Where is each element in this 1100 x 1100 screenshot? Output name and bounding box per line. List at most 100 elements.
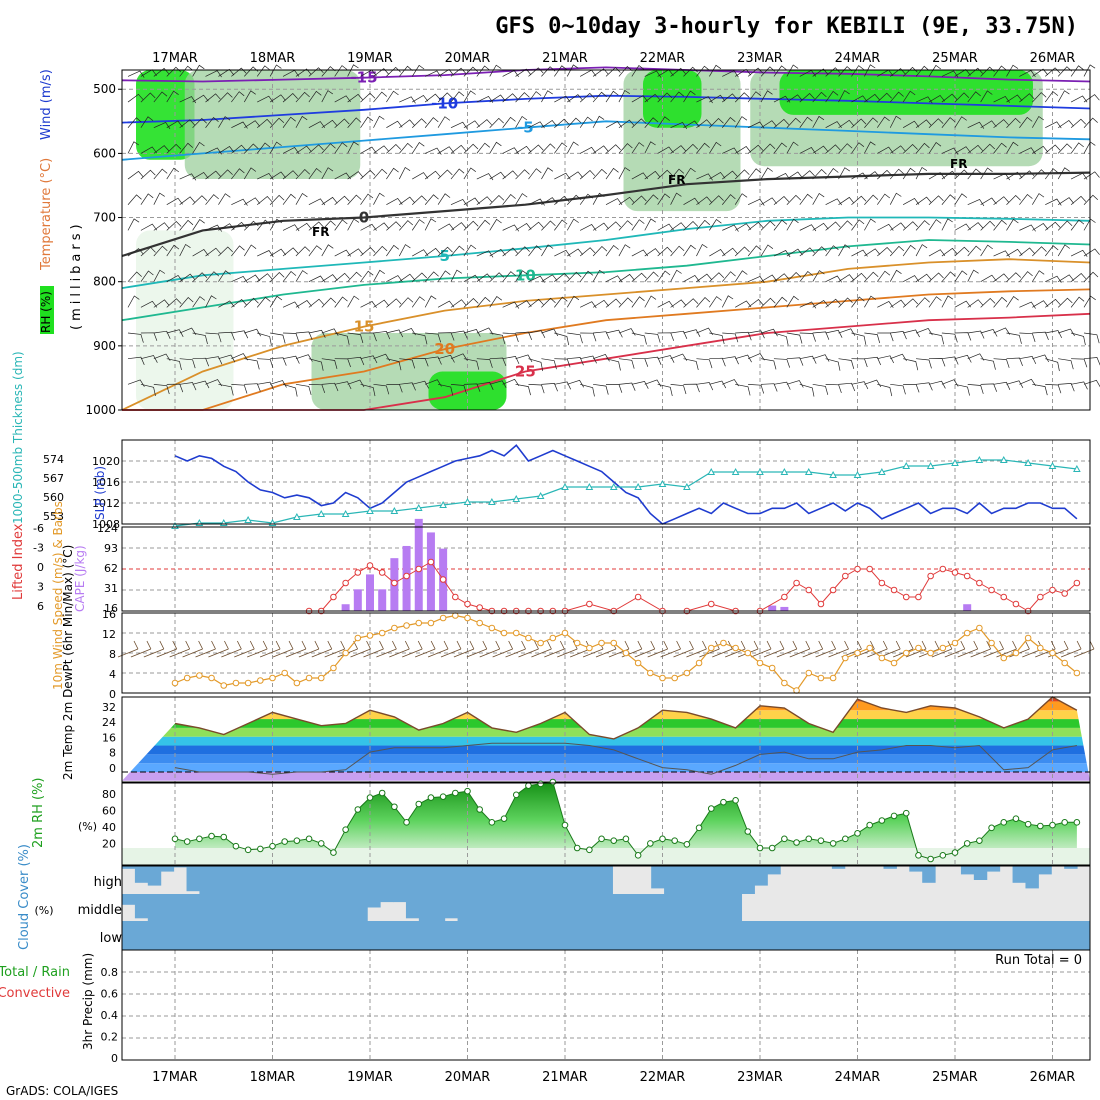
- wind-barb: [838, 274, 855, 282]
- wind-barb: [412, 94, 429, 103]
- cloud-cell: [509, 894, 523, 921]
- cloud-cell: [960, 921, 975, 950]
- cloud-cell: [573, 921, 588, 950]
- wind-barb: [786, 194, 802, 205]
- surface-wind-barb: [247, 640, 268, 658]
- temp-band: [122, 719, 1090, 728]
- wind-barb: [786, 332, 803, 344]
- wind-barb: [192, 218, 205, 231]
- wind-speed-line-point: [854, 649, 861, 657]
- wind-barb: [192, 380, 210, 389]
- lifted-index-line-point: [634, 593, 642, 601]
- rh2m-line-point: [805, 835, 813, 843]
- wind-tick: 12: [102, 628, 116, 641]
- wind-barb: [554, 358, 571, 368]
- wind-barb: [424, 247, 441, 257]
- surface-wind-barb: [350, 640, 371, 658]
- cape-bar: [378, 589, 387, 611]
- cloud-cell: [702, 894, 717, 921]
- wind-barb: [515, 68, 532, 77]
- cloud-cell: [547, 894, 562, 921]
- wind-speed-line-point: [610, 639, 618, 647]
- wind-barb: [541, 274, 558, 282]
- wind-barb: [295, 115, 308, 128]
- wind-barb: [773, 381, 791, 390]
- thickness-line-point: [536, 491, 545, 499]
- wind-barb: [412, 172, 429, 180]
- wind-barb: [360, 92, 376, 103]
- cloud-cell: [651, 894, 665, 921]
- wind-barb: [825, 245, 839, 257]
- wind-barb: [308, 144, 324, 154]
- wind-barb: [954, 300, 971, 308]
- cloud-cell: [625, 894, 639, 921]
- thickness-line-point: [756, 467, 764, 475]
- cloud-cell: [302, 866, 317, 894]
- wind-barb: [140, 193, 154, 205]
- rh2m-line-point: [196, 835, 203, 843]
- lifted-index-line-point: [939, 565, 947, 573]
- wind-barb: [890, 68, 906, 77]
- wind-barb: [308, 167, 322, 180]
- surface-wind-barb: [996, 640, 1017, 658]
- cloud-cell: [664, 894, 678, 921]
- temp-bands: [122, 697, 1090, 781]
- thickness-line-point: [780, 467, 789, 475]
- wind-barb: [127, 271, 142, 282]
- cloud-cell: [251, 921, 265, 950]
- wind-speed-line-point: [963, 629, 971, 637]
- cloud-cell: [780, 921, 794, 950]
- wind-speed-line-point: [573, 639, 581, 647]
- isotherm-line: [121, 239, 1091, 322]
- wind-barb: [334, 118, 350, 128]
- surface-wind-barb: [440, 640, 462, 658]
- wind-barb: [1032, 115, 1045, 128]
- cloud-cell: [535, 866, 549, 894]
- wind-barb: [709, 272, 725, 282]
- wind-barb: [502, 332, 519, 343]
- wind-tick: 4: [109, 668, 116, 681]
- wind-speed-line-point: [342, 649, 349, 657]
- wind-barb: [683, 120, 700, 129]
- wind-barb: [476, 65, 490, 77]
- wind-barb: [618, 66, 633, 77]
- wind-barb: [825, 221, 841, 231]
- wind-barb: [941, 271, 956, 282]
- surface-wind-barb: [660, 640, 681, 658]
- cloud-cell: [560, 921, 575, 950]
- wind-barb: [657, 223, 674, 231]
- precip-total-label: Total / Rain: [0, 965, 70, 980]
- wind-barb: [683, 358, 699, 370]
- cloud-cell: [586, 866, 601, 894]
- wind-barb: [696, 273, 712, 282]
- wind-barb: [347, 171, 364, 180]
- wind-barb: [244, 120, 261, 129]
- wind-barb: [282, 170, 299, 180]
- cloud-cell: [909, 921, 923, 950]
- cloud-cell: [573, 894, 588, 921]
- wind-barb: [864, 295, 877, 308]
- wind-barb: [722, 332, 739, 343]
- cloud-cell: [160, 866, 175, 872]
- wind-barb: [566, 194, 582, 205]
- wind-barb: [1045, 221, 1061, 231]
- wind-barb: [554, 296, 568, 308]
- wind-barb: [476, 381, 494, 390]
- wind-barb: [747, 67, 764, 77]
- wind-barb: [554, 195, 570, 205]
- wind-speed-line-point: [744, 649, 752, 657]
- wind-barb: [502, 378, 520, 386]
- wind-speed-line-point: [598, 639, 605, 647]
- cloud-cell: [922, 921, 936, 950]
- thickness-line-point: [683, 482, 691, 490]
- cloud-cell: [134, 921, 149, 950]
- wind-barb: [954, 246, 970, 257]
- wind-barb: [980, 90, 993, 103]
- wind-barb: [218, 169, 233, 180]
- wind-barb: [140, 355, 158, 363]
- wind-barb: [864, 93, 880, 103]
- cloud-cell: [122, 921, 136, 950]
- wind-barb: [347, 271, 362, 282]
- wind-barb: [205, 116, 219, 128]
- wind-barb: [812, 192, 825, 205]
